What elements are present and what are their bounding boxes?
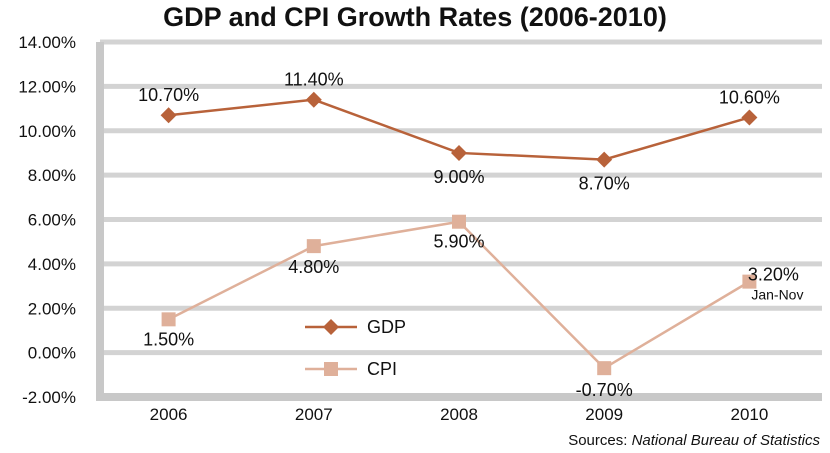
legend-label: GDP: [367, 317, 406, 337]
data-label-gdp: 10.70%: [138, 85, 199, 105]
data-label-cpi: -0.70%: [576, 380, 633, 400]
x-tick-label: 2006: [150, 405, 188, 424]
data-label-cpi: 1.50%: [143, 329, 194, 349]
data-point-cpi: [161, 312, 176, 327]
y-tick-label: 0.00%: [28, 344, 76, 363]
y-tick-label: 14.00%: [18, 33, 76, 52]
data-point-gdp: [305, 91, 322, 108]
y-tick-label: 4.00%: [28, 255, 76, 274]
y-tick-label: 6.00%: [28, 211, 76, 230]
data-point-cpi: [742, 274, 757, 289]
data-point-gdp: [741, 109, 758, 126]
legend-marker: [324, 362, 338, 376]
legend-label: CPI: [367, 359, 397, 379]
data-point-gdp: [596, 151, 613, 168]
x-tick-label: 2010: [730, 405, 768, 424]
annotation-jan-nov: Jan-Nov: [751, 287, 803, 303]
chart-title: GDP and CPI Growth Rates (2006-2010): [163, 2, 667, 32]
x-tick-label: 2007: [295, 405, 333, 424]
data-point-cpi: [452, 214, 466, 229]
legend-marker: [323, 319, 339, 335]
data-point-cpi: [306, 239, 321, 254]
y-tick-label: -2.00%: [22, 388, 76, 407]
x-tick-label: 2009: [585, 405, 623, 424]
source-prefix: Sources:: [568, 432, 632, 449]
data-label-gdp: 9.00%: [433, 167, 484, 187]
y-tick-label: 10.00%: [18, 122, 76, 141]
data-label-gdp: 8.70%: [579, 174, 630, 194]
source-note: Sources: National Bureau of Statistics: [568, 432, 820, 449]
y-tick-label: 12.00%: [18, 77, 76, 96]
data-label-gdp: 10.60%: [719, 87, 780, 107]
data-point-cpi: [597, 361, 612, 376]
x-tick-label: 2008: [440, 405, 478, 424]
y-tick-label: 8.00%: [28, 166, 76, 185]
data-label-gdp: 11.40%: [284, 70, 344, 90]
y-tick-label: 2.00%: [28, 299, 76, 318]
data-point-gdp: [160, 107, 177, 124]
data-label-cpi: 3.20%: [748, 265, 799, 285]
legend-item-gdp: GDP: [305, 317, 406, 337]
data-label-cpi: 4.80%: [288, 257, 339, 277]
data-label-cpi: 5.90%: [433, 232, 484, 252]
data-point-gdp: [451, 144, 467, 161]
legend-item-cpi: CPI: [305, 359, 397, 379]
source-name: National Bureau of Statistics: [631, 432, 820, 449]
